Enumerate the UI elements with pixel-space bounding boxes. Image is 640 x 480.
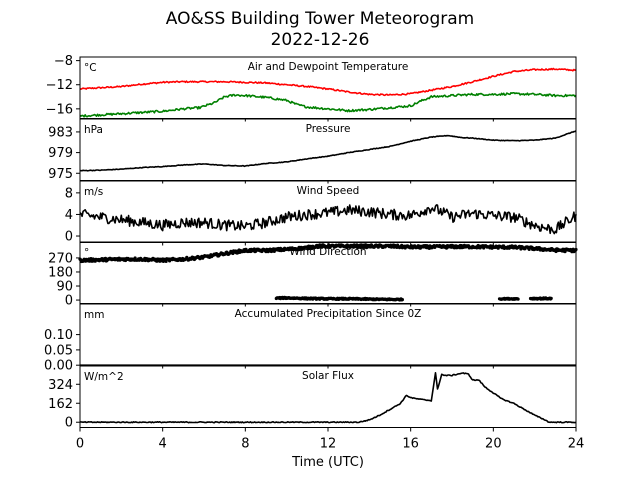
x-tick-label: 0 xyxy=(76,437,84,452)
panel-unit: m/s xyxy=(84,186,103,198)
chart-panels: −8 −12 −16 °C Air and Dewpoint Temperature 98… xyxy=(44,54,584,451)
wind-direction-point xyxy=(400,298,404,302)
y-tick-label: 0 xyxy=(65,294,73,309)
wind-direction-point xyxy=(516,297,520,301)
x-axis-label: Time (UTC) xyxy=(291,455,364,470)
y-tick-label: 0.10 xyxy=(44,328,73,343)
wind-direction-points-2 xyxy=(274,295,404,302)
wind-direction-points-1 xyxy=(78,243,578,264)
y-tick-label: 162 xyxy=(48,397,73,412)
x-tick-label: 4 xyxy=(159,437,167,452)
y-tick-label: 0.05 xyxy=(44,343,73,358)
panel-title: Wind Speed xyxy=(297,185,360,197)
panel-5: 0.100.050.00 mm Accumulated Precipitation … xyxy=(44,303,577,374)
figure-title: AO&SS Building Tower Meteorogram xyxy=(166,9,474,29)
panel-2: 983 979 975 hPa Pressure xyxy=(48,118,577,184)
y-tick-label: 975 xyxy=(48,167,73,182)
series-line-1 xyxy=(79,67,577,97)
y-tick-label: 979 xyxy=(48,146,73,161)
series-line-1 xyxy=(80,372,577,424)
series-line-1 xyxy=(79,204,577,235)
panel-title: Pressure xyxy=(306,123,351,135)
panel-unit: °C xyxy=(84,62,97,74)
panel-unit: ° xyxy=(84,247,89,259)
y-tick-label: 0.00 xyxy=(44,359,73,374)
x-tick-label: 12 xyxy=(320,437,337,452)
wind-direction-points-4 xyxy=(528,296,553,301)
y-tick-label: 90 xyxy=(56,280,73,295)
y-tick-label: 324 xyxy=(48,378,73,393)
series-line-1 xyxy=(79,130,577,172)
series-line-2 xyxy=(79,92,577,118)
y-tick-label: 270 xyxy=(48,251,73,266)
panel-title: Solar Flux xyxy=(302,370,354,382)
panel-title: Air and Dewpoint Temperature xyxy=(248,61,409,73)
panel-title: Accumulated Precipitation Since 0Z xyxy=(235,308,422,320)
figure-date: 2022-12-26 xyxy=(271,30,370,50)
panel-3: 8 4 0 m/s Wind Speed xyxy=(65,180,577,246)
y-tick-label: 180 xyxy=(48,265,73,280)
y-tick-label: 983 xyxy=(48,125,73,140)
panel-title: Wind Direction xyxy=(289,246,366,258)
y-tick-label: 8 xyxy=(65,186,73,201)
panel-unit: hPa xyxy=(84,124,103,136)
x-tick-label: 16 xyxy=(402,437,419,452)
wind-direction-points-3 xyxy=(497,296,520,301)
panel-6: 324 162 0 W/m^2 Solar Flux xyxy=(48,365,577,432)
panel-1: −8 −12 −16 °C Air and Dewpoint Temperature xyxy=(46,54,577,122)
y-tick-label: −12 xyxy=(46,78,73,93)
y-tick-label: −8 xyxy=(54,54,73,69)
y-tick-label: 0 xyxy=(65,416,73,431)
wind-direction-point xyxy=(549,296,553,300)
x-tick-label: 20 xyxy=(485,437,502,452)
y-tick-label: −16 xyxy=(46,102,73,117)
y-tick-label: 4 xyxy=(65,208,73,223)
y-tick-label: 0 xyxy=(65,230,73,245)
panel-unit: mm xyxy=(84,309,104,321)
x-tick-label: 8 xyxy=(241,437,249,452)
panel-unit: W/m^2 xyxy=(84,371,124,383)
x-tick-label: 24 xyxy=(568,437,585,452)
